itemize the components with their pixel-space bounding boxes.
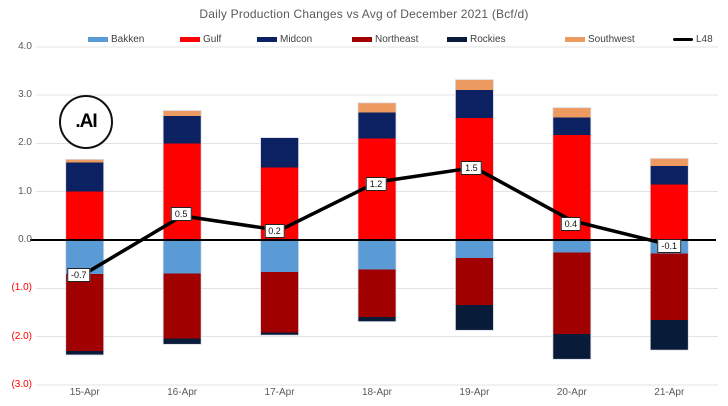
bar-segment-midcon-21-Apr <box>650 166 689 185</box>
line-data-label: 1.5 <box>461 160 482 175</box>
bar-segment-rockies-19-Apr <box>455 305 494 331</box>
bar-segment-bakken-19-Apr <box>455 240 494 258</box>
bar-segment-rockies-16-Apr <box>163 338 202 345</box>
legend-swatch-icon <box>352 37 372 42</box>
bar-segment-southwest-21-Apr <box>650 158 689 167</box>
y-axis-tick-label: 4.0 <box>18 40 32 52</box>
bar-segment-northeast-17-Apr <box>260 271 299 333</box>
bar-segment-gulf-19-Apr <box>455 117 494 240</box>
bar-segment-northeast-16-Apr <box>163 273 202 339</box>
bar-outline <box>455 79 494 331</box>
line-data-label: 0.5 <box>170 206 192 221</box>
x-axis-label: 21-Apr <box>654 387 685 398</box>
legend-item-bakken: Bakken <box>88 33 144 46</box>
bar-segment-southwest-19-Apr <box>455 79 494 90</box>
bar-segment-southwest-15-Apr <box>65 159 104 163</box>
bar-segment-southwest-16-Apr <box>163 110 202 116</box>
legend-label: Northeast <box>375 34 419 45</box>
line-data-label: -0.1 <box>657 238 682 253</box>
bar-segment-southwest-18-Apr <box>358 102 396 113</box>
bar-segment-northeast-19-Apr <box>455 257 494 306</box>
bar-segment-gulf-15-Apr <box>65 191 104 240</box>
legend-label: L48 <box>696 34 713 45</box>
bar-segment-northeast-20-Apr <box>552 252 591 335</box>
legend-swatch-icon <box>88 37 108 42</box>
line-data-label: -0.7 <box>66 267 91 282</box>
legend-swatch-icon <box>673 38 693 41</box>
x-axis-label: 17-Apr <box>264 387 295 398</box>
bar-segment-rockies-20-Apr <box>552 334 591 360</box>
legend-label: Southwest <box>588 34 635 45</box>
bar-segment-bakken-18-Apr <box>358 240 396 270</box>
legend-item-l48: L48 <box>673 33 713 46</box>
y-axis-tick-label: (2.0) <box>11 330 32 342</box>
bar-segment-midcon-18-Apr <box>358 112 396 139</box>
bar-outline <box>552 107 592 360</box>
legend-label: Bakken <box>111 34 145 45</box>
legend-item-midcon: Midcon <box>257 33 312 46</box>
legend-item-northeast: Northeast <box>352 33 418 46</box>
line-data-label: 0.2 <box>264 224 285 239</box>
legend-item-southwest: Southwest <box>565 33 635 46</box>
y-axis-tick-label: (1.0) <box>11 282 32 294</box>
bar-outline <box>649 157 689 351</box>
chart-title: Daily Production Changes vs Avg of Decem… <box>199 7 529 21</box>
y-axis-tick-label: 3.0 <box>18 89 32 101</box>
bar-segment-midcon-20-Apr <box>552 117 591 136</box>
bar-outline <box>357 102 397 323</box>
bar-segment-rockies-15-Apr <box>65 351 104 355</box>
y-axis-tick-label: 2.0 <box>18 137 32 149</box>
legend-swatch-icon <box>447 37 467 42</box>
legend-swatch-icon <box>565 37 585 42</box>
bar-segment-bakken-16-Apr <box>163 240 202 274</box>
y-axis-tick-label: 1.0 <box>18 185 32 197</box>
ai-logo: .AI <box>59 95 113 149</box>
bar-segment-rockies-17-Apr <box>260 332 299 336</box>
bar-segment-northeast-18-Apr <box>358 269 396 317</box>
bar-segment-midcon-19-Apr <box>455 89 494 118</box>
bar-segment-southwest-20-Apr <box>552 107 591 118</box>
bar-outline <box>260 137 299 336</box>
bar-segment-northeast-21-Apr <box>650 253 689 321</box>
legend-item-gulf: Gulf <box>180 33 221 46</box>
x-axis-label: 15-Apr <box>69 387 100 398</box>
bar-segment-bakken-20-Apr <box>552 240 591 253</box>
bar-segment-midcon-15-Apr <box>65 162 104 192</box>
legend-swatch-icon <box>180 37 200 42</box>
bar-segment-northeast-15-Apr <box>65 273 104 352</box>
legend-item-rockies: Rockies <box>447 33 506 46</box>
x-axis-label: 19-Apr <box>459 387 490 398</box>
bar-segment-bakken-17-Apr <box>260 240 299 272</box>
legend-label: Gulf <box>203 34 222 45</box>
x-axis-label: 20-Apr <box>556 387 587 398</box>
bar-outline <box>65 158 105 356</box>
legend-swatch-icon <box>257 37 277 42</box>
legend-label: Rockies <box>470 34 506 45</box>
y-axis-tick-label: 0.0 <box>18 234 32 245</box>
y-axis-tick-label: (3.0) <box>11 378 32 390</box>
x-axis-label: 18-Apr <box>361 387 392 398</box>
bar-segment-gulf-21-Apr <box>650 184 689 240</box>
legend-label: Midcon <box>280 34 313 45</box>
line-data-label: 0.4 <box>560 216 582 231</box>
bar-segment-rockies-18-Apr <box>358 316 396 322</box>
bar-segment-midcon-16-Apr <box>163 115 202 144</box>
ai-logo-text: .AI <box>75 111 97 132</box>
bar-segment-midcon-17-Apr <box>260 137 299 168</box>
x-axis-label: 16-Apr <box>167 387 198 398</box>
line-data-label: 1.2 <box>365 177 387 192</box>
bar-segment-rockies-21-Apr <box>650 320 689 351</box>
